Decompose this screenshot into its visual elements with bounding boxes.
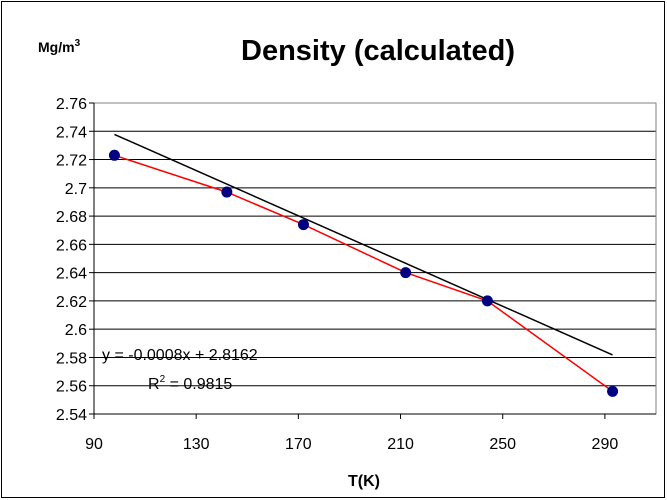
x-tick-label: 290 <box>592 436 619 453</box>
data-point <box>400 267 412 279</box>
y-tick-label: 2.7 <box>65 181 87 198</box>
data-markers <box>108 149 619 397</box>
unit-label: Mg/m3 <box>38 38 81 55</box>
y-tick-label: 2.74 <box>56 124 87 141</box>
x-axis-title: T(K) <box>348 473 380 490</box>
r-squared-label: R2 = 0.9815 <box>148 374 232 393</box>
chart-title: Density (calculated) <box>241 35 515 67</box>
data-point <box>108 149 120 161</box>
trendline-layer <box>114 133 613 356</box>
x-tick-label: 170 <box>285 436 312 453</box>
y-tick-label: 2.72 <box>56 153 87 170</box>
data-point <box>297 219 309 231</box>
y-tick-label: 2.62 <box>56 294 87 311</box>
x-tick-label: 250 <box>489 436 516 453</box>
trendline-equation: y = -0.0008x + 2.8162 <box>102 347 258 364</box>
x-tick-label: 90 <box>85 436 103 453</box>
x-tick-label: 130 <box>183 436 210 453</box>
y-tick-label: 2.76 <box>56 96 87 113</box>
y-tick-label: 2.56 <box>56 379 87 396</box>
y-tick-label: 2.64 <box>56 266 87 283</box>
y-axis: 2.54 2.56 2.58 2.6 2.62 2.64 2.66 2.68 2.7 2.72 2.… <box>56 96 95 424</box>
data-series <box>114 154 614 393</box>
y-tick-label: 2.68 <box>56 209 87 226</box>
y-tick-label: 2.54 <box>56 407 87 424</box>
x-axis: 90 130 170 210 250 290 <box>85 413 656 453</box>
y-tick-label: 2.66 <box>56 237 87 254</box>
data-point <box>607 385 619 397</box>
y-tick-label: 2.58 <box>56 350 87 367</box>
trendline <box>114 133 613 356</box>
data-point <box>221 186 233 198</box>
data-point <box>481 295 493 307</box>
data-series-line <box>114 154 614 393</box>
y-tick-label: 2.6 <box>65 322 87 339</box>
x-tick-label: 210 <box>387 436 414 453</box>
